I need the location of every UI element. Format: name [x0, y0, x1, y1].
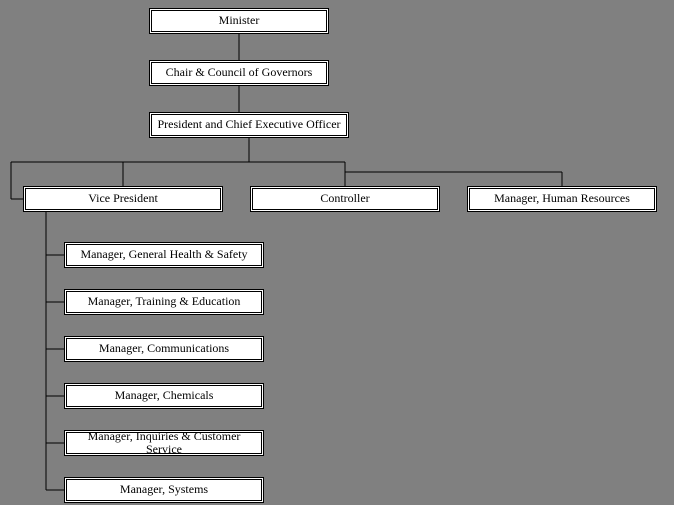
node-minister: Minister [149, 8, 329, 34]
node-label: Controller [320, 192, 369, 205]
node-manager: Manager, Communications [64, 336, 264, 362]
node-label: Manager, Training & Education [88, 295, 241, 308]
node-label: Manager, Human Resources [494, 192, 630, 205]
node-controller: Controller [250, 186, 440, 212]
node-manager: Manager, Systems [64, 477, 264, 503]
node-president: President and Chief Executive Officer [149, 112, 349, 138]
node-chair: Chair & Council of Governors [149, 60, 329, 86]
node-label: Manager, Chemicals [115, 389, 214, 402]
node-label: Vice President [88, 192, 158, 205]
node-label: Minister [219, 14, 260, 27]
node-manager: Manager, General Health & Safety [64, 242, 264, 268]
node-manager: Manager, Chemicals [64, 383, 264, 409]
node-label: Manager, Inquiries & Customer Service [71, 430, 257, 456]
node-hr: Manager, Human Resources [467, 186, 657, 212]
node-label: Chair & Council of Governors [166, 66, 313, 79]
node-manager: Manager, Inquiries & Customer Service [64, 430, 264, 456]
node-label: Manager, Communications [99, 342, 229, 355]
node-label: Manager, General Health & Safety [80, 248, 247, 261]
node-manager: Manager, Training & Education [64, 289, 264, 315]
node-vp: Vice President [23, 186, 223, 212]
node-label: Manager, Systems [120, 483, 208, 496]
node-label: President and Chief Executive Officer [157, 118, 340, 131]
